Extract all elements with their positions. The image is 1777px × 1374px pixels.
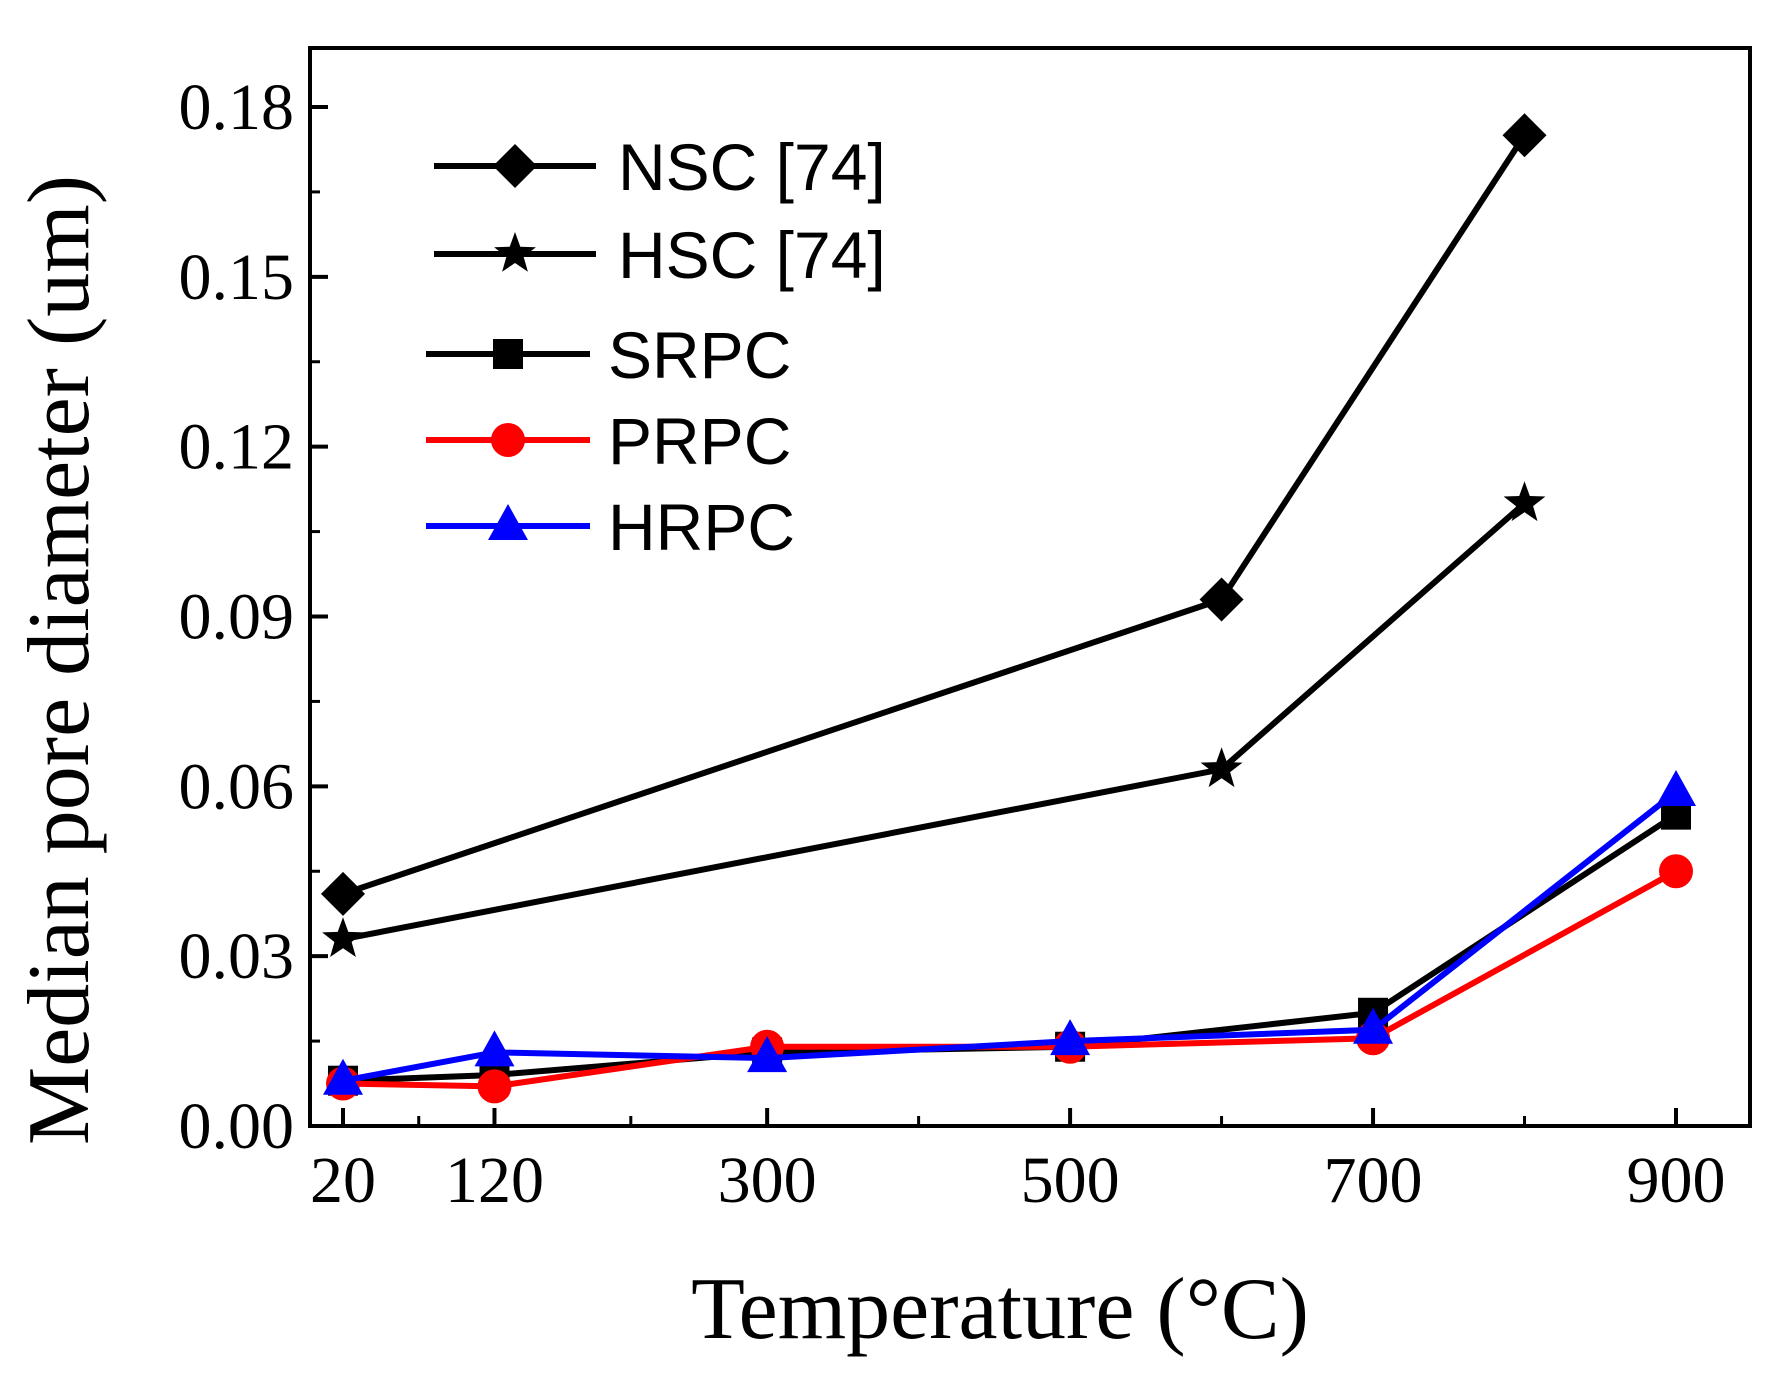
circle-marker (477, 1069, 512, 1104)
x-tick-label: 900 (1627, 1144, 1726, 1217)
circle-marker (491, 423, 525, 457)
legend-label: HSC [74] (618, 218, 886, 292)
diamond-marker (1199, 577, 1244, 622)
x-axis-title: Temperature (°C) (691, 1261, 1309, 1358)
triangle-marker (323, 1058, 363, 1095)
legend-label: PRPC (608, 404, 791, 478)
legend-item: NSC [74] (434, 130, 886, 204)
star-marker (1200, 747, 1243, 788)
x-tick-label: 500 (1021, 1144, 1120, 1217)
x-tick-label: 300 (718, 1144, 817, 1217)
legend-label: SRPC (608, 318, 791, 392)
x-tick-label: 120 (445, 1144, 544, 1217)
series-hsc (322, 481, 1546, 957)
series-nsc (321, 113, 1547, 916)
legend-item: HRPC (426, 490, 795, 564)
plot-frame (308, 46, 1752, 1128)
diamond-marker (1502, 113, 1547, 158)
legend: NSC [74] HSC [74] SRPC PRPC HRPC (426, 130, 886, 564)
y-tick-label: 0.18 (179, 71, 295, 144)
series-layer (321, 113, 1696, 1104)
triangle-marker (1656, 769, 1696, 806)
x-tick-label: 20 (310, 1144, 376, 1217)
y-tick-label: 0.06 (179, 750, 295, 823)
legend-label: NSC [74] (618, 130, 886, 204)
series-line (342, 501, 1527, 943)
triangle-marker (1353, 1007, 1394, 1044)
star-marker (494, 232, 536, 272)
legend-item: HSC [74] (434, 218, 886, 292)
star-marker (322, 917, 364, 957)
legend-item: SRPC (426, 318, 791, 392)
y-tick-label: 0.03 (179, 920, 295, 993)
y-tick-label: 0.09 (179, 581, 295, 654)
circle-marker (1659, 854, 1693, 889)
triangle-marker (488, 504, 528, 540)
triangle-marker (474, 1030, 515, 1067)
series-prpc (326, 854, 1693, 1104)
diamond-marker (493, 144, 537, 188)
y-tick-label: 0.00 (179, 1090, 295, 1163)
diamond-marker (321, 871, 365, 916)
y-axis: 0.00 0.03 0.06 0.09 0.12 0.15 0.18 (179, 71, 328, 1163)
legend-label: HRPC (608, 490, 795, 564)
triangle-marker (747, 1036, 788, 1073)
square-marker (493, 339, 523, 369)
triangle-marker (1050, 1019, 1091, 1056)
x-axis: 20 120 300 500 700 900 (310, 1108, 1726, 1217)
series-hrpc (323, 769, 1696, 1095)
legend-item: PRPC (426, 404, 791, 478)
x-tick-label: 700 (1324, 1144, 1423, 1217)
star-marker (1503, 481, 1546, 522)
series-line (342, 789, 1678, 1084)
y-axis-title: Median pore diameter (um) (11, 175, 108, 1145)
y-tick-label: 0.12 (179, 411, 295, 484)
y-tick-label: 0.15 (179, 241, 295, 314)
